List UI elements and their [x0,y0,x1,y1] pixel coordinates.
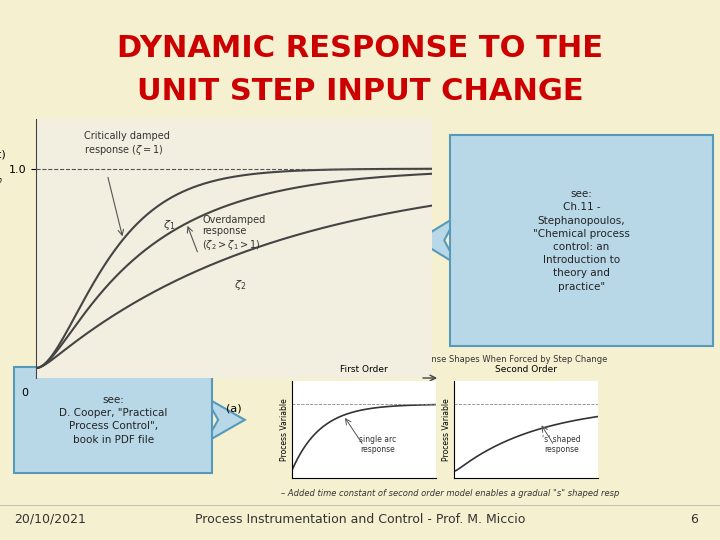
FancyBboxPatch shape [450,135,713,346]
Text: Overdamped
response
($\zeta_2 > \zeta_1 > 1$): Overdamped response ($\zeta_2 > \zeta_1 … [202,215,266,252]
Text: y(t): y(t) [0,150,6,160]
Text: Critically damped
response ($\zeta = 1$): Critically damped response ($\zeta = 1$) [84,131,169,157]
Y-axis label: Process Variable: Process Variable [442,398,451,461]
Text: 0: 0 [21,388,28,399]
Title: Second Order: Second Order [495,366,557,374]
Text: 's' shaped
response: 's' shaped response [542,435,581,455]
Text: Process Instrumentation and Control - Prof. M. Miccio: Process Instrumentation and Control - Pr… [195,513,525,526]
Text: Process Response Shapes When Forced by Step Change: Process Response Shapes When Forced by S… [372,355,608,364]
Text: see:
Ch.11 -
Stephanopoulos,
"Chemical process
control: an
Introduction to
theor: see: Ch.11 - Stephanopoulos, "Chemical p… [533,189,630,292]
Text: 6: 6 [690,513,698,526]
Text: $\zeta_1$: $\zeta_1$ [163,219,175,232]
Text: DYNAMIC RESPONSE TO THE: DYNAMIC RESPONSE TO THE [117,34,603,63]
Text: (a): (a) [226,404,242,414]
Text: – Added time constant of second order model enables a gradual "s" shaped resp: – Added time constant of second order mo… [281,489,619,498]
Text: single arc
response: single arc response [359,435,397,455]
Text: $K_p$: $K_p$ [0,173,4,190]
Polygon shape [205,397,245,443]
FancyBboxPatch shape [14,367,212,472]
Y-axis label: Process Variable: Process Variable [280,398,289,461]
Text: $\zeta_2$: $\zeta_2$ [234,278,246,292]
Polygon shape [418,216,457,265]
Text: UNIT STEP INPUT CHANGE: UNIT STEP INPUT CHANGE [137,77,583,106]
Text: see:
D. Cooper, "Practical
Process Control",
book in PDF file: see: D. Cooper, "Practical Process Contr… [59,395,168,444]
Text: 20/10/2021: 20/10/2021 [14,513,86,526]
Title: First Order: First Order [340,366,387,374]
